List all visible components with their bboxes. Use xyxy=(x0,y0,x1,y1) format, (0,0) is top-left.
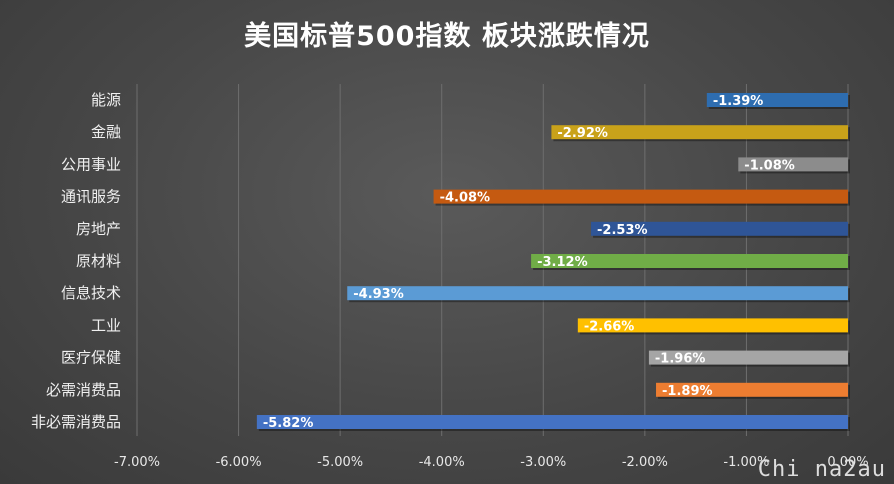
category-label: 工业 xyxy=(91,316,121,334)
category-label: 信息技术 xyxy=(61,284,121,302)
bar-value-label: -2.66% xyxy=(584,319,635,334)
bar xyxy=(531,254,848,268)
x-tick-label: -5.00% xyxy=(317,455,363,470)
x-tick-label: 0.00% xyxy=(827,455,868,470)
chart-title: 美国标普500指数 板块涨跌情况 xyxy=(244,21,650,52)
x-tick-labels: -7.00% -6.00% -5.00% -4.00% -3.00% -2.00% -1.0… xyxy=(114,455,869,470)
bar-value-label: -4.08% xyxy=(440,191,491,206)
bar-value-label: -1.08% xyxy=(744,158,795,173)
x-tick-label: -7.00% xyxy=(114,455,160,470)
x-tick-label: -4.00% xyxy=(419,455,465,470)
bar-value-label: -1.89% xyxy=(662,384,713,399)
category-label: 金融 xyxy=(91,123,121,141)
x-tick-label: -6.00% xyxy=(216,455,262,470)
x-tick-label: -1.00% xyxy=(723,455,769,470)
category-label: 非必需消费品 xyxy=(31,413,121,431)
bar-value-label: -1.96% xyxy=(655,352,706,367)
category-label: 通讯服务 xyxy=(61,188,121,206)
category-label: 能源 xyxy=(91,91,121,109)
watermark: Chi na2au xyxy=(757,457,886,482)
bar xyxy=(706,93,848,107)
category-label: 公用事业 xyxy=(61,155,121,173)
bar xyxy=(591,221,848,236)
bar xyxy=(738,157,848,172)
category-label: 必需消费品 xyxy=(46,381,121,399)
x-tick-label: -3.00% xyxy=(520,455,566,470)
category-label: 原材料 xyxy=(76,252,121,270)
bar xyxy=(577,318,848,333)
bar-value-label: -2.53% xyxy=(597,223,648,238)
category-label: 医疗保健 xyxy=(61,349,121,367)
bar-value-label: -4.93% xyxy=(353,287,404,302)
x-tick-label: -2.00% xyxy=(622,455,668,470)
bars: -1.39% -2.92% -1.08% -4.08% -2.53% -3.12% -4.9… xyxy=(256,93,851,431)
bar-value-label: -2.92% xyxy=(557,126,608,141)
bar-value-label: -3.12% xyxy=(537,255,588,270)
category-label: 房地产 xyxy=(76,220,121,238)
bar xyxy=(648,350,848,365)
bar xyxy=(347,286,848,301)
bar-value-label: -1.39% xyxy=(713,94,764,109)
bar xyxy=(656,382,848,397)
bar xyxy=(551,125,848,140)
bar xyxy=(433,189,848,204)
bar-value-label: -5.82% xyxy=(263,416,314,431)
bar xyxy=(256,415,849,429)
